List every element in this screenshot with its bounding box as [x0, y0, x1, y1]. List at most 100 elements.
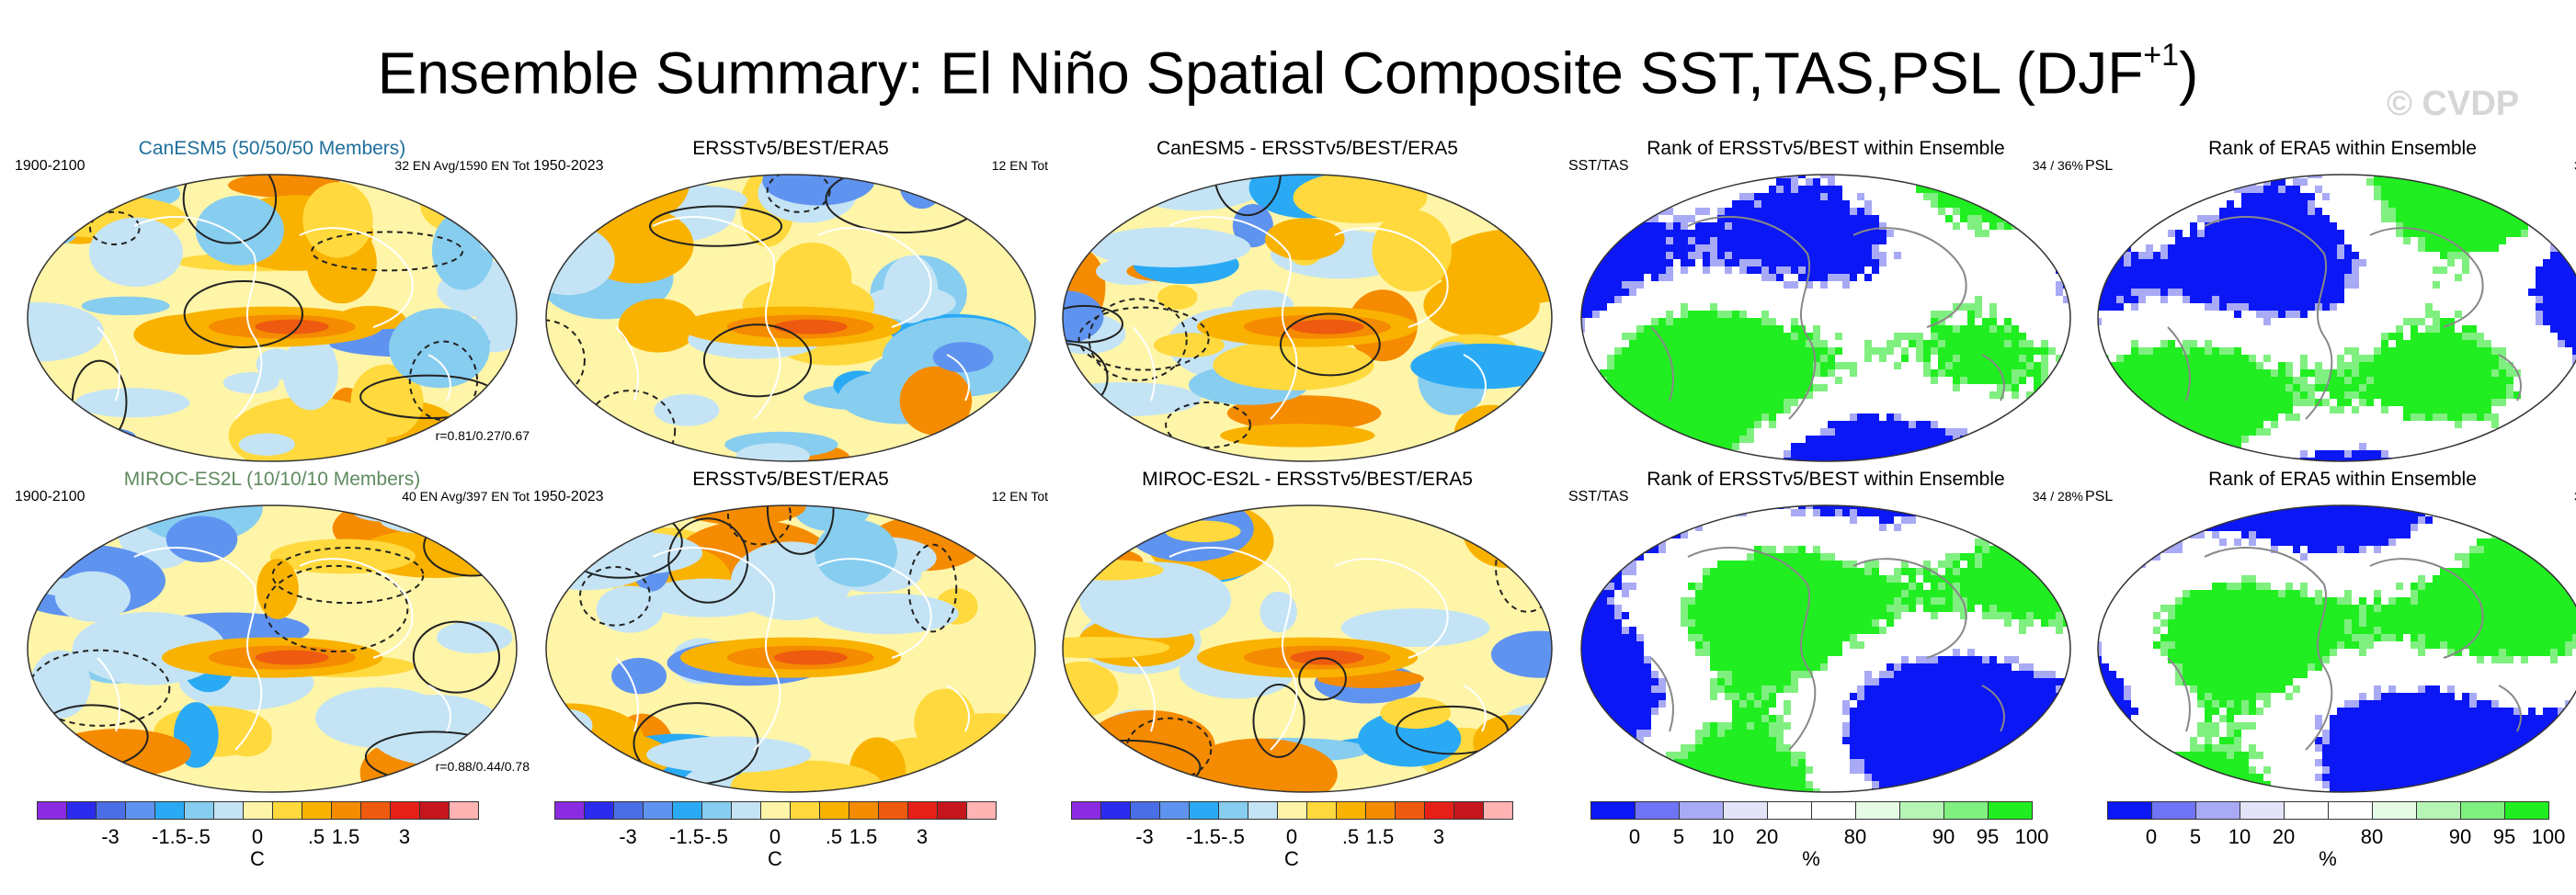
psl-contour [1279, 312, 1381, 377]
psl-contour [311, 231, 464, 272]
anomaly-patch [488, 505, 517, 542]
anomaly-patch [28, 746, 97, 777]
anomaly-patch [1264, 218, 1345, 261]
psl-contour [183, 279, 304, 348]
anomaly-patch [1089, 227, 1251, 267]
map-rank2 [2097, 174, 2576, 462]
colorbar-swatch [1453, 801, 1484, 820]
psl-contour [726, 505, 792, 546]
panel-title: MIROC-ES2L - ERSSTv5/BEST/ERA5 [1142, 469, 1473, 490]
anomaly-patch [1157, 285, 1198, 310]
anomaly-patch [389, 308, 490, 389]
map-border [545, 174, 1036, 462]
anomaly-patch [1220, 424, 1375, 448]
panel-title: Rank of ERA5 within Ensemble [2208, 138, 2477, 159]
colorbar-unit: % [2319, 847, 2337, 870]
colorbar-swatches [2107, 801, 2549, 820]
anomaly-patch [269, 538, 416, 574]
anomaly-patch [618, 298, 699, 353]
map-temp [545, 504, 1036, 793]
panel-right-label: 34 / 36% [2032, 158, 2083, 173]
colorbar-swatch [878, 801, 908, 820]
anomaly-patch [792, 505, 871, 532]
anomaly-patch [431, 210, 495, 290]
psl-contour [1213, 175, 1282, 217]
colorbar-tick-label: .5 [1341, 825, 1360, 848]
anomaly-patch [67, 505, 159, 519]
colorbar-swatch [760, 801, 791, 820]
anomaly-patch [302, 182, 373, 258]
anomaly-patch [571, 531, 703, 574]
panel-title: MIROC-ES2L (10/10/10 Members) [123, 469, 421, 490]
colorbar-swatch [272, 801, 302, 820]
psl-contour [182, 175, 278, 244]
colorbar-swatch [125, 801, 155, 820]
panel-right-label: 32 EN Avg/1590 EN Tot [394, 158, 530, 173]
anomaly-patch [611, 657, 667, 695]
panel-title: ERSSTv5/BEST/ERA5 [692, 138, 889, 159]
colorbar-temp-col2: -3 -1.5 -.5 0 .5 1.5 3 C [554, 801, 997, 875]
panel-left-label: SST/TAS [1568, 158, 1629, 174]
colorbar-swatch [360, 801, 391, 820]
anomaly-patch [88, 217, 184, 288]
colorbar-tick-label: .5 [307, 825, 325, 848]
panel-left-label: 1950-2023 [533, 489, 604, 504]
colorbar-tick-label: -.5 [704, 825, 728, 848]
colorbar-temp-col1: -3 -1.5 -.5 0 .5 1.5 3 C [37, 801, 479, 875]
anomaly-patch [990, 188, 1032, 241]
anomaly-patch [646, 736, 812, 774]
psl-contour [766, 175, 831, 213]
colorbar-tick-label: 1.5 [331, 825, 360, 848]
colorbar-swatch [937, 801, 967, 820]
title-close-paren: ) [2179, 40, 2199, 107]
psl-contour [907, 543, 958, 633]
anomaly-patch [1226, 395, 1382, 432]
anomaly-patch [773, 319, 848, 334]
colorbar-swatch [302, 801, 332, 820]
colorbar-tick-label: .5 [825, 825, 843, 848]
anomaly-patch [1290, 650, 1364, 665]
colorbar-swatch [2240, 801, 2285, 820]
figure-title: Ensemble Summary: El Niño Spatial Compos… [0, 26, 2576, 109]
anomaly-patch [195, 195, 284, 266]
map-temp [1062, 504, 1553, 793]
colorbar-swatch [419, 801, 450, 820]
anomaly-patch [28, 762, 134, 788]
colorbar-swatch [1395, 801, 1425, 820]
anomaly-patch [436, 620, 513, 654]
colorbar-swatch [243, 801, 273, 820]
colorbar-swatch [1988, 801, 2033, 820]
anomaly-patch [46, 729, 191, 778]
panel-title: ERSSTv5/BEST/ERA5 [692, 469, 889, 490]
anomaly-patch [883, 255, 939, 323]
coastline [2167, 216, 2522, 420]
coastline [1132, 547, 1487, 751]
psl-contour [947, 175, 1029, 214]
colorbar-swatch [1336, 801, 1366, 820]
colorbar-tick-label: -3 [619, 825, 637, 848]
anomaly-patch [1445, 505, 1537, 530]
colorbar-swatch [154, 801, 185, 820]
map-temp [27, 174, 518, 462]
anomaly-patch [1490, 630, 1552, 678]
psl-contour [1165, 401, 1252, 449]
coastline [97, 547, 451, 751]
colorbar-tick-label: 90 [2448, 825, 2472, 848]
anomaly-patch [816, 593, 959, 635]
colorbar-tick-label: 80 [1843, 825, 1867, 848]
colorbar-swatch [554, 801, 585, 820]
colorbar-rank-col4: 0 5 10 20 80 90 95 100% [1590, 801, 2048, 875]
colorbar-swatch [2284, 801, 2329, 820]
psl-contour [1298, 657, 1347, 701]
panel-right-label: 33% [2574, 158, 2576, 173]
colorbar-swatch [390, 801, 420, 820]
pattern-correlation-label: r=0.88/0.44/0.78 [435, 759, 530, 774]
panel-r2c3: MIROC-ES2L - ERSSTv5/BEST/ERA5 [1050, 469, 1565, 799]
panel-r2c2: ERSSTv5/BEST/ERA5 1950-2023 12 EN Tot [533, 469, 1048, 799]
colorbar-unit: C [768, 847, 782, 870]
anomaly-patch [485, 742, 517, 779]
colorbar-tick-label: -.5 [1221, 825, 1245, 848]
panel-left-label: 1900-2100 [15, 489, 85, 504]
panel-left-label: 1900-2100 [15, 158, 85, 174]
colorbar-tick-label: 0 [769, 825, 781, 848]
